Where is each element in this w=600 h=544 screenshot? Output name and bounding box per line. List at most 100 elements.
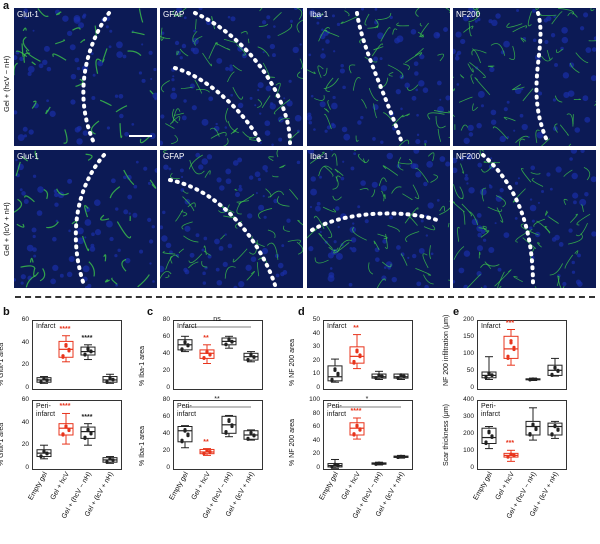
micrograph-label: Iba-1 <box>310 10 329 19</box>
box-2 <box>221 335 237 349</box>
data-point <box>377 373 381 377</box>
row-label-1: Gel + (hcV − nH) <box>2 55 11 112</box>
data-point <box>352 359 356 364</box>
data-point <box>355 423 359 427</box>
y-tick: 80 <box>312 409 320 417</box>
data-point <box>484 375 488 379</box>
data-point <box>105 380 109 384</box>
data-point <box>380 374 384 378</box>
data-point <box>490 434 494 438</box>
x-tick-label: Empty gel <box>27 471 50 502</box>
box-0 <box>481 356 497 380</box>
significance-mark: *** <box>505 440 515 448</box>
bracket-label: ns <box>213 316 221 323</box>
data-point <box>550 432 554 436</box>
bracket-label: ** <box>214 396 220 403</box>
y-axis-label: NF 200 infiltration (μm) <box>443 314 450 386</box>
x-tick-label: Gel + (lcV + nH) <box>83 471 116 518</box>
data-point <box>42 449 46 453</box>
x-tick-label: Gel + (hcV − nH) <box>201 471 235 520</box>
y-tick: 60 <box>21 316 29 323</box>
data-point <box>67 347 71 351</box>
y-tick: 400 <box>463 396 474 403</box>
data-point <box>396 376 400 380</box>
data-point <box>506 354 510 358</box>
data-point <box>246 357 250 362</box>
data-point <box>39 380 43 384</box>
data-point <box>358 353 362 357</box>
data-point <box>556 368 560 372</box>
region-label: Infarct <box>177 323 197 330</box>
data-point <box>506 455 510 459</box>
significance-mark: ** <box>203 438 209 446</box>
y-axis-label: % Iba-1 area <box>139 345 146 386</box>
x-tick-label: Gel + (hcV − nH) <box>60 471 94 520</box>
region-label: Peri- <box>36 403 51 410</box>
box-3 <box>102 373 118 384</box>
box-3 <box>102 456 118 464</box>
y-axis-label: % Glut-1 area <box>0 342 5 386</box>
data-point <box>377 461 381 465</box>
box-1 <box>199 344 215 364</box>
significance-mark: **** <box>81 334 93 342</box>
y-axis-label: % Iba-1 area <box>139 425 146 466</box>
region-label: Infarct <box>327 323 347 330</box>
data-point <box>39 454 43 458</box>
data-point <box>227 418 231 422</box>
data-point <box>180 347 184 351</box>
data-point <box>183 340 187 344</box>
data-point <box>230 423 234 427</box>
data-point <box>249 353 253 357</box>
y-tick: 100 <box>463 350 474 357</box>
data-point <box>512 345 516 349</box>
y-tick: 60 <box>312 423 320 431</box>
data-point <box>249 430 253 435</box>
micrograph-label: NF200 <box>456 152 481 161</box>
data-point <box>89 431 93 435</box>
region-label: Peri- <box>481 403 496 410</box>
region-label-2: infarct <box>327 411 347 418</box>
data-point <box>180 438 184 442</box>
data-point <box>512 453 516 457</box>
y-tick: 40 <box>312 329 320 337</box>
data-point <box>64 424 68 428</box>
data-point <box>531 377 535 381</box>
box-2 <box>80 423 96 446</box>
plot-c-peri-infarct <box>173 400 263 470</box>
y-tick: 40 <box>21 418 29 426</box>
x-tick-label: Gel + (hcV − nH) <box>505 471 539 520</box>
region-label: Peri- <box>327 403 342 410</box>
micrograph-nf200-2: NF200 <box>453 150 596 288</box>
data-point <box>208 449 212 454</box>
data-point <box>111 377 115 381</box>
box-0 <box>177 335 193 353</box>
micrograph-glut-1-1: Glut-1 <box>14 8 157 146</box>
data-point <box>45 451 49 455</box>
micrograph-label: GFAP <box>163 152 185 161</box>
section-divider <box>15 296 595 298</box>
data-point <box>202 451 206 455</box>
panel-a-letter: a <box>3 0 10 12</box>
box-1 <box>58 335 74 363</box>
micrograph-label: Glut-1 <box>17 152 39 161</box>
box-3 <box>547 357 563 377</box>
data-point <box>64 342 68 347</box>
data-point <box>227 337 231 341</box>
data-point <box>205 448 209 452</box>
data-point <box>490 373 494 377</box>
x-tick-label: Gel + hcV <box>49 471 72 502</box>
data-point <box>83 352 87 356</box>
significance-mark: *** <box>505 319 515 327</box>
y-tick: 20 <box>162 367 170 374</box>
data-point <box>202 355 206 360</box>
data-point <box>553 365 557 369</box>
data-point <box>111 458 115 462</box>
data-point <box>108 376 112 380</box>
x-tick-label: Gel + (lcV + nH) <box>528 471 561 518</box>
y-tick: 200 <box>463 430 474 437</box>
data-point <box>183 427 187 432</box>
micrograph-gfap-1: GFAP <box>160 8 303 146</box>
box-2 <box>371 370 387 380</box>
data-point <box>509 341 513 345</box>
data-point <box>512 347 516 352</box>
